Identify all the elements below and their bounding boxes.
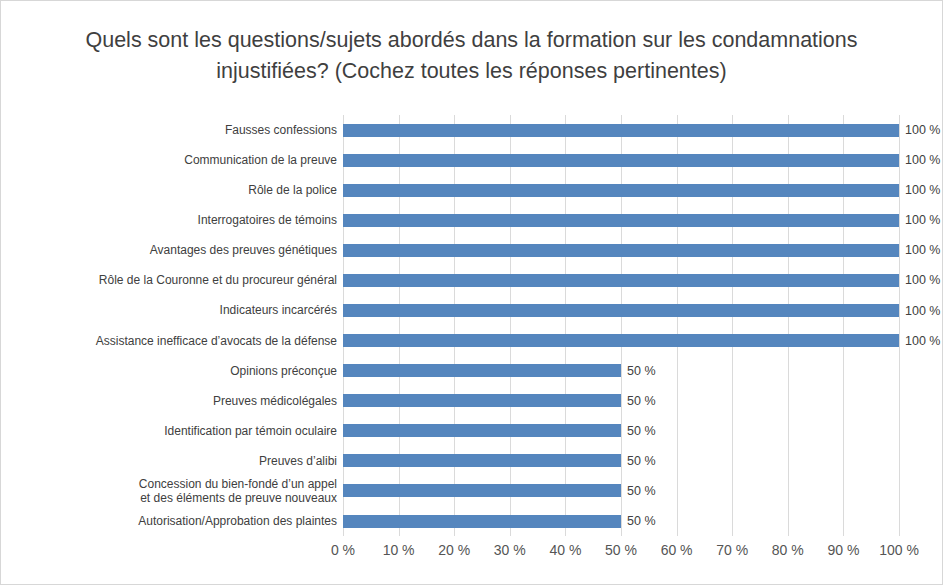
category-label: Indicateurs incarcérés (220, 303, 337, 317)
category-row: Autorisation/Approbation des plaintes (1, 506, 337, 536)
plot-area: 100 %100 %100 %100 %100 %100 %100 %100 %… (343, 115, 899, 536)
value-axis: 0 % 10 % 20 % 30 % 40 % 50 % 60 % 70 % 80 % 90 % 1… (1, 542, 942, 566)
value-label: 50 % (627, 364, 656, 378)
category-row: Assistance inefficace d’avocats de la dé… (1, 326, 337, 356)
x-tick-label: 40 % (549, 542, 581, 558)
category-row: Rôle de la Couronne et du procureur géné… (1, 265, 337, 295)
category-label: Assistance inefficace d’avocats de la dé… (96, 334, 337, 348)
bar-row: 100 % (343, 145, 899, 175)
value-label: 100 % (905, 183, 940, 197)
x-tick-label: 80 % (772, 542, 804, 558)
bar-row: 100 % (343, 205, 899, 235)
x-tick-label: 90 % (827, 542, 859, 558)
x-tick-label: 100 % (879, 542, 919, 558)
value-label: 100 % (905, 213, 940, 227)
x-tick-label: 50 % (605, 542, 637, 558)
bar-row: 50 % (343, 386, 899, 416)
bar (343, 184, 899, 197)
value-label: 50 % (627, 394, 656, 408)
category-label: Preuves médicolégales (213, 394, 337, 408)
category-label: Opinions préconçue (230, 364, 337, 378)
category-label: Avantages des preuves génétiques (150, 243, 337, 257)
bar (343, 515, 621, 528)
category-row: Concession du bien-fondé d’un appel et d… (1, 476, 337, 506)
category-label: Fausses confessions (225, 123, 337, 137)
bar (343, 334, 899, 347)
bar (343, 364, 621, 377)
value-label: 100 % (905, 123, 940, 137)
bar-row: 50 % (343, 356, 899, 386)
category-label: Concession du bien-fondé d’un appel et d… (139, 477, 337, 505)
category-label: Preuves d’alibi (259, 454, 337, 468)
category-label: Autorisation/Approbation des plaintes (138, 514, 337, 528)
category-row: Preuves médicolégales (1, 386, 337, 416)
category-row: Communication de la preuve (1, 145, 337, 175)
value-label: 100 % (905, 243, 940, 257)
value-label: 100 % (905, 304, 940, 318)
category-row: Avantages des preuves génétiques (1, 235, 337, 265)
category-label: Communication de la preuve (184, 153, 337, 167)
category-label: Identification par témoin oculaire (164, 424, 337, 438)
x-tick-label: 70 % (716, 542, 748, 558)
bar-row: 100 % (343, 326, 899, 356)
category-row: Rôle de la police (1, 175, 337, 205)
bar-row: 50 % (343, 446, 899, 476)
bar (343, 304, 899, 317)
category-row: Opinions préconçue (1, 356, 337, 386)
x-tick-label: 20 % (438, 542, 470, 558)
value-label: 100 % (905, 273, 940, 287)
category-row: Fausses confessions (1, 115, 337, 145)
bar-row: 100 % (343, 295, 899, 325)
category-label: Rôle de la police (248, 183, 337, 197)
gridline (899, 115, 900, 536)
bar-row: 100 % (343, 115, 899, 145)
bar (343, 394, 621, 407)
bar-row: 100 % (343, 265, 899, 295)
category-row: Indicateurs incarcérés (1, 295, 337, 325)
bar (343, 124, 899, 137)
category-label: Rôle de la Couronne et du procureur géné… (99, 273, 337, 287)
category-row: Preuves d’alibi (1, 446, 337, 476)
category-axis: Fausses confessions Communication de la p… (1, 115, 337, 536)
category-row: Interrogatoires de témoins (1, 205, 337, 235)
value-label: 100 % (905, 153, 940, 167)
category-row: Identification par témoin oculaire (1, 416, 337, 446)
bar-row: 100 % (343, 235, 899, 265)
bar (343, 154, 899, 167)
bar-row: 50 % (343, 476, 899, 506)
bar (343, 484, 621, 497)
bar-row: 50 % (343, 506, 899, 536)
bar (343, 244, 899, 257)
value-label: 50 % (627, 454, 656, 468)
bar (343, 214, 899, 227)
x-tick-label: 60 % (661, 542, 693, 558)
x-tick-label: 30 % (494, 542, 526, 558)
bar (343, 274, 899, 287)
chart-title-text: Quels sont les questions/sujets abordés … (72, 25, 872, 87)
chart-title: Quels sont les questions/sujets abordés … (1, 25, 942, 87)
value-label: 50 % (627, 424, 656, 438)
x-tick-label: 10 % (383, 542, 415, 558)
bar-row: 50 % (343, 416, 899, 446)
chart-frame: Quels sont les questions/sujets abordés … (0, 0, 943, 585)
value-label: 50 % (627, 514, 656, 528)
x-tick-label: 0 % (331, 542, 355, 558)
category-label: Interrogatoires de témoins (198, 213, 337, 227)
value-label: 100 % (905, 334, 940, 348)
bar-rows: 100 %100 %100 %100 %100 %100 %100 %100 %… (343, 115, 899, 536)
bar (343, 454, 621, 467)
bar-row: 100 % (343, 175, 899, 205)
value-label: 50 % (627, 484, 656, 498)
bar (343, 424, 621, 437)
